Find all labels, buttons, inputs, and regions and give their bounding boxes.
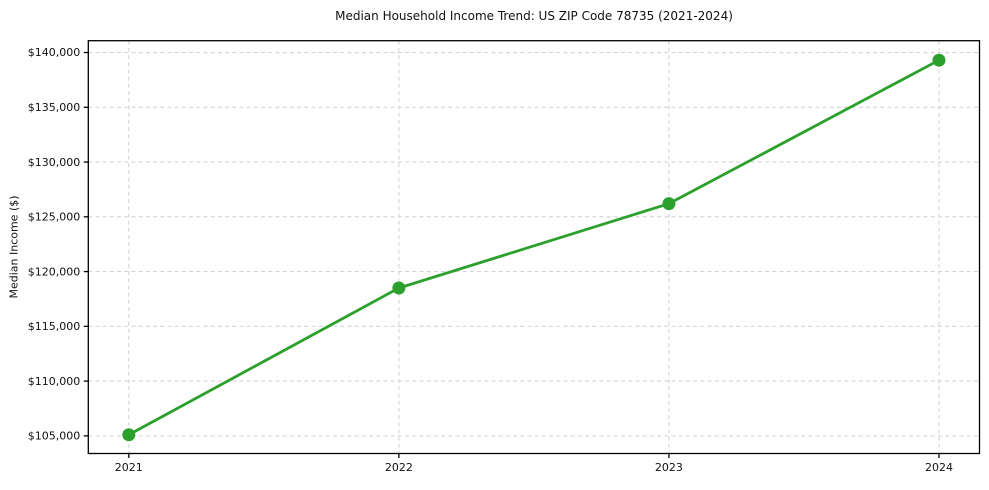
axes-box [87,40,981,455]
chart-title: Median Household Income Trend: US ZIP Co… [335,9,733,23]
x-tick-label: 2024 [925,461,953,474]
y-tick-label: $130,000 [28,156,81,169]
y-tick-label: $115,000 [28,320,81,333]
x-tick-label: 2021 [115,461,143,474]
y-tick-label: $120,000 [28,265,81,278]
x-tick-label: 2022 [385,461,413,474]
y-tick-label: $125,000 [28,211,81,224]
y-tick-label: $135,000 [28,101,81,114]
y-tick-label: $110,000 [28,375,81,388]
x-tick-label: 2023 [655,461,683,474]
trend-line [128,58,940,437]
y-tick-label: $105,000 [28,430,81,443]
data-point-marker [392,281,406,295]
data-point-marker [122,428,136,442]
y-tick-label: $140,000 [28,46,81,59]
data-point-marker [932,53,946,67]
data-point-marker [662,197,676,211]
